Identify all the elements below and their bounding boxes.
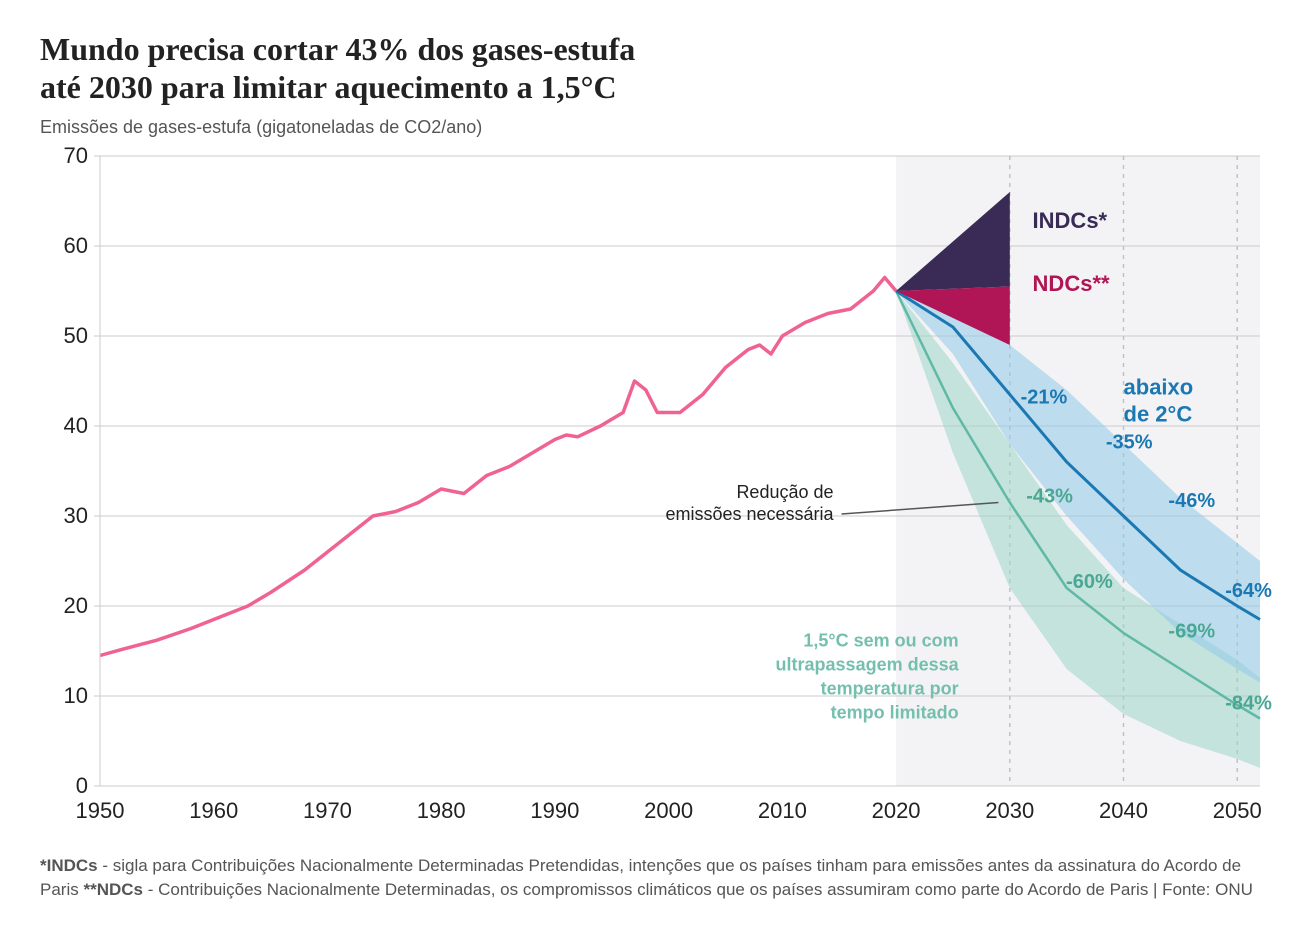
legend-ndc: NDCs** <box>1033 271 1110 296</box>
title-line-2: até 2030 para limitar aquecimento a 1,5°… <box>40 69 617 105</box>
pct-label: -60% <box>1066 571 1113 593</box>
y-tick-label: 10 <box>64 683 88 708</box>
x-tick-label: 2020 <box>872 798 921 823</box>
y-tick-label: 20 <box>64 593 88 618</box>
pct-label: -84% <box>1225 692 1272 714</box>
legend-below-2c: de 2°C <box>1124 401 1193 426</box>
y-tick-label: 30 <box>64 503 88 528</box>
chart-title: Mundo precisa cortar 43% dos gases-estuf… <box>40 30 1272 107</box>
x-tick-label: 2050 <box>1213 798 1262 823</box>
annotation-1p5c-text: ultrapassagem dessa <box>776 654 960 674</box>
pct-label: -21% <box>1021 386 1068 408</box>
emissions-chart: 0102030405060701950196019701980199020002… <box>40 146 1272 846</box>
pct-label: -46% <box>1168 490 1215 512</box>
y-tick-label: 40 <box>64 413 88 438</box>
pct-label: -35% <box>1106 431 1153 453</box>
annotation-1p5c-text: temperatura por <box>821 678 959 698</box>
y-tick-label: 50 <box>64 323 88 348</box>
x-tick-label: 1950 <box>76 798 125 823</box>
annotation-1p5c-text: tempo limitado <box>831 702 959 722</box>
x-tick-label: 1980 <box>417 798 466 823</box>
pct-label: -43% <box>1026 485 1073 507</box>
y-tick-label: 0 <box>76 773 88 798</box>
chart-svg: 0102030405060701950196019701980199020002… <box>40 146 1272 846</box>
chart-footnote: *INDCs - sigla para Contribuições Nacion… <box>40 854 1272 902</box>
y-tick-label: 60 <box>64 233 88 258</box>
annotation-1p5c-text: 1,5°C sem ou com <box>803 630 958 650</box>
title-line-1: Mundo precisa cortar 43% dos gases-estuf… <box>40 31 635 67</box>
x-tick-label: 2000 <box>644 798 693 823</box>
pct-label: -69% <box>1168 620 1215 642</box>
x-tick-label: 2040 <box>1099 798 1148 823</box>
legend-indc: INDCs* <box>1033 208 1108 233</box>
x-tick-label: 2030 <box>985 798 1034 823</box>
annotation-reduction: Redução de <box>736 482 833 502</box>
x-tick-label: 1970 <box>303 798 352 823</box>
pct-label: -64% <box>1225 580 1272 602</box>
annotation-reduction: emissões necessária <box>665 504 834 524</box>
historical-emissions-line <box>100 277 896 655</box>
x-tick-label: 1960 <box>189 798 238 823</box>
x-tick-label: 1990 <box>530 798 579 823</box>
y-tick-label: 70 <box>64 146 88 168</box>
x-tick-label: 2010 <box>758 798 807 823</box>
legend-below-2c: abaixo <box>1124 374 1194 399</box>
y-axis-caption: Emissões de gases-estufa (gigatoneladas … <box>40 117 1272 138</box>
